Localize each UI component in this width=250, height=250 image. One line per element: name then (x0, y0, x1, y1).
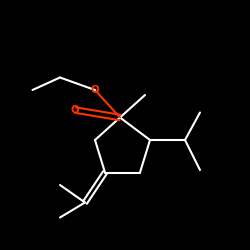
Text: O: O (71, 105, 80, 115)
Text: O: O (90, 85, 100, 95)
